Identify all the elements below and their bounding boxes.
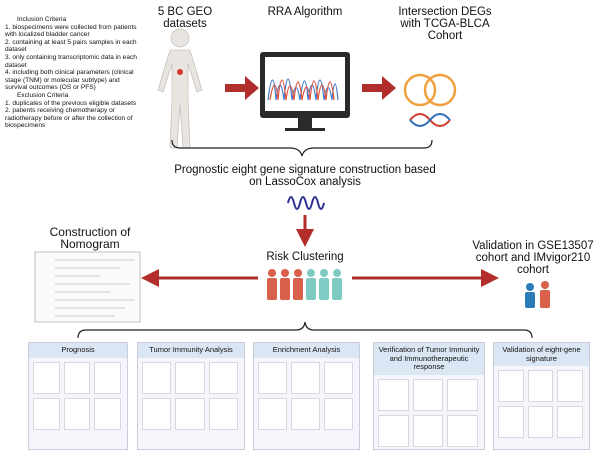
- person-icon: [319, 278, 329, 300]
- figure-thumbnail: [208, 361, 238, 394]
- person-icon: [281, 269, 289, 277]
- result-panel: Verification of Tumor Immunity and Immun…: [373, 342, 485, 450]
- panel-title: Validation of eight-gene signature: [494, 343, 589, 366]
- result-panel: Validation of eight-gene signature: [493, 342, 590, 450]
- exclusion-title: Exclusion Criteria: [17, 91, 69, 99]
- monitor-icon: [260, 52, 350, 131]
- inclusion-title: Inclusion Criteria: [17, 16, 67, 23]
- brace: [77, 321, 533, 339]
- inclusion-item: 3. only containing transcriptomic data i…: [5, 53, 137, 69]
- figure-thumbnail: [291, 361, 320, 394]
- result-panel: Prognosis: [28, 342, 128, 450]
- venn-circle: [403, 73, 437, 107]
- person-icon: [333, 269, 341, 277]
- figure-thumbnail: [324, 397, 353, 430]
- figure-thumbnail: [175, 397, 205, 430]
- human-figure: [157, 28, 203, 149]
- figure-thumbnail: [324, 361, 353, 394]
- validation-people: [525, 281, 550, 308]
- figure-thumbnail: [527, 370, 554, 402]
- dna-icon: [409, 113, 451, 127]
- figure-thumbnail: [63, 397, 91, 430]
- bladder-icon: [177, 69, 183, 75]
- inclusion-item: 4. including both clinical parameters (c…: [5, 69, 134, 92]
- step-label: 5 BC GEO datasets: [157, 6, 213, 30]
- figure-thumbnail: [175, 361, 205, 394]
- person-icon: [293, 278, 303, 300]
- figure-thumbnail: [94, 361, 121, 394]
- step-label: Intersection DEGs with TCGA-BLCA Cohort: [398, 6, 492, 42]
- result-panel: Tumor Immunity Analysis: [137, 342, 245, 450]
- inclusion-item: 2. containing at least 5 pairs samples i…: [5, 38, 137, 54]
- figure-thumbnail: [63, 361, 91, 394]
- panel-title: Verification of Tumor Immunity and Immun…: [374, 343, 484, 375]
- figure-thumbnail: [142, 361, 172, 394]
- figure-thumbnail: [94, 397, 121, 430]
- figure-thumbnail: [557, 370, 583, 402]
- figure-thumbnail: [498, 406, 524, 438]
- figure-thumbnail: [258, 397, 287, 430]
- person-icon: [294, 269, 302, 277]
- figure-thumbnail: [142, 397, 172, 430]
- figure-thumbnail: [557, 406, 583, 438]
- figure-thumbnail: [33, 361, 60, 394]
- panel-content: [29, 358, 127, 438]
- person-icon: [280, 278, 290, 300]
- figure-thumbnail: [258, 361, 287, 394]
- panel-title: Tumor Immunity Analysis: [138, 343, 244, 358]
- exclusion-item: 1. duplicates of the previous eligible d…: [5, 99, 137, 107]
- figure-thumbnail: [378, 414, 409, 447]
- panel-content: [138, 358, 244, 438]
- step-label: Prognostic eight gene signature construc…: [174, 164, 436, 188]
- person-icon: [320, 269, 328, 277]
- panel-content: [254, 358, 359, 438]
- signal-icon: [287, 196, 325, 210]
- figure-thumbnail: [412, 414, 444, 447]
- step-label: Risk Clustering: [266, 251, 344, 263]
- figure-thumbnail: [412, 378, 444, 411]
- brace: [171, 139, 433, 157]
- panel-title: Prognosis: [29, 343, 127, 358]
- figure-thumbnail: [447, 378, 478, 411]
- arrow: [362, 76, 396, 100]
- exclusion-item: 2. patients receiving chemotherapy or ra…: [5, 107, 133, 130]
- inclusion-item: 1. biospecimens were collected from pati…: [5, 23, 137, 39]
- figure-thumbnail: [33, 397, 60, 430]
- figure-thumbnail: [447, 414, 478, 447]
- criteria-text: Inclusion Criteria 1. biospecimens were …: [5, 16, 143, 130]
- person-icon: [307, 269, 315, 277]
- nomogram-icon: [34, 251, 141, 323]
- person-icon: [332, 278, 342, 300]
- panel-title: Enrichment Analysis: [254, 343, 359, 358]
- panel-content: [374, 375, 484, 450]
- people-icons: [267, 269, 342, 300]
- figure-thumbnail: [527, 406, 554, 438]
- step-label: Validation in GSE13507 cohort and IMvigo…: [472, 240, 594, 276]
- person-icon: [306, 278, 316, 300]
- step-label: RRA Algorithm: [267, 6, 343, 18]
- venn-circle: [423, 73, 457, 107]
- figure-thumbnail: [498, 370, 524, 402]
- person-icon: [267, 278, 277, 300]
- figure-thumbnail: [378, 378, 409, 411]
- panel-content: [494, 366, 589, 446]
- step-label: Construction of Nomogram: [49, 225, 131, 251]
- person-icon: [268, 269, 276, 277]
- arrow: [225, 76, 259, 100]
- figure-thumbnail: [291, 397, 320, 430]
- figure-thumbnail: [208, 397, 238, 430]
- result-panel: Enrichment Analysis: [253, 342, 360, 450]
